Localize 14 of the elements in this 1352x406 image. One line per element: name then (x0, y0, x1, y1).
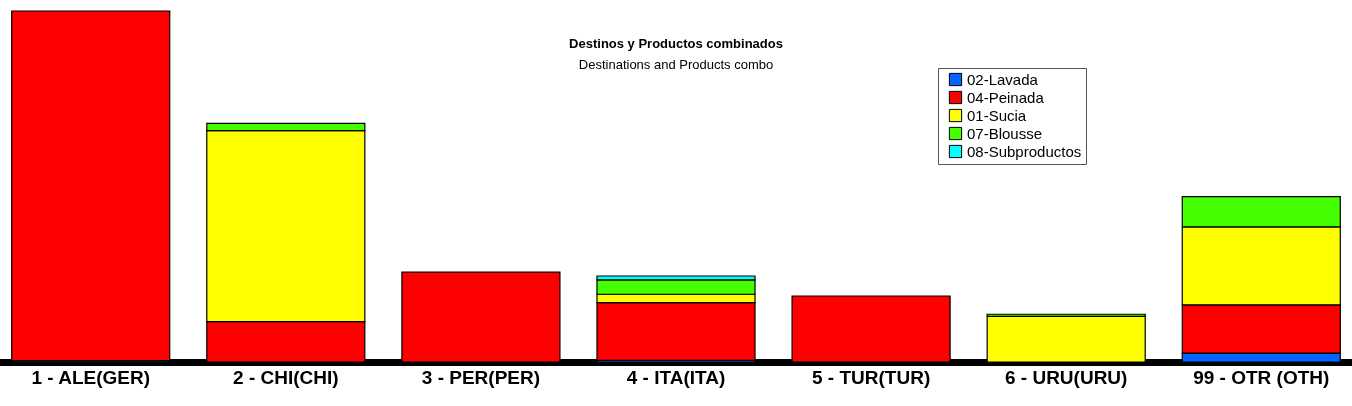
x-tick-label: 4 - ITA(ITA) (626, 366, 726, 388)
legend-label: 01-Sucia (967, 106, 1027, 124)
x-tick-label: 2 - CHI(CHI) (233, 366, 339, 388)
x-tick-label: 99 - OTR (OTH) (1193, 366, 1330, 388)
text: Destinations and Products combo (578, 57, 774, 73)
legend-label: 08-Subproductos (967, 142, 1082, 160)
text: Destinos y Productos combinados (569, 36, 783, 52)
legend-label: 02-Lavada (967, 70, 1039, 88)
legend-label: 04-Peinada (967, 88, 1045, 106)
x-tick-label: 1 - ALE(GER) (31, 366, 151, 388)
legend-label: 07-Blousse (967, 124, 1043, 142)
x-tick-label: 5 - TUR(TUR) (811, 366, 931, 388)
x-tick-label: 3 - PER(PER) (421, 366, 541, 388)
x-tick-label: 6 - URU(URU) (1004, 366, 1128, 388)
